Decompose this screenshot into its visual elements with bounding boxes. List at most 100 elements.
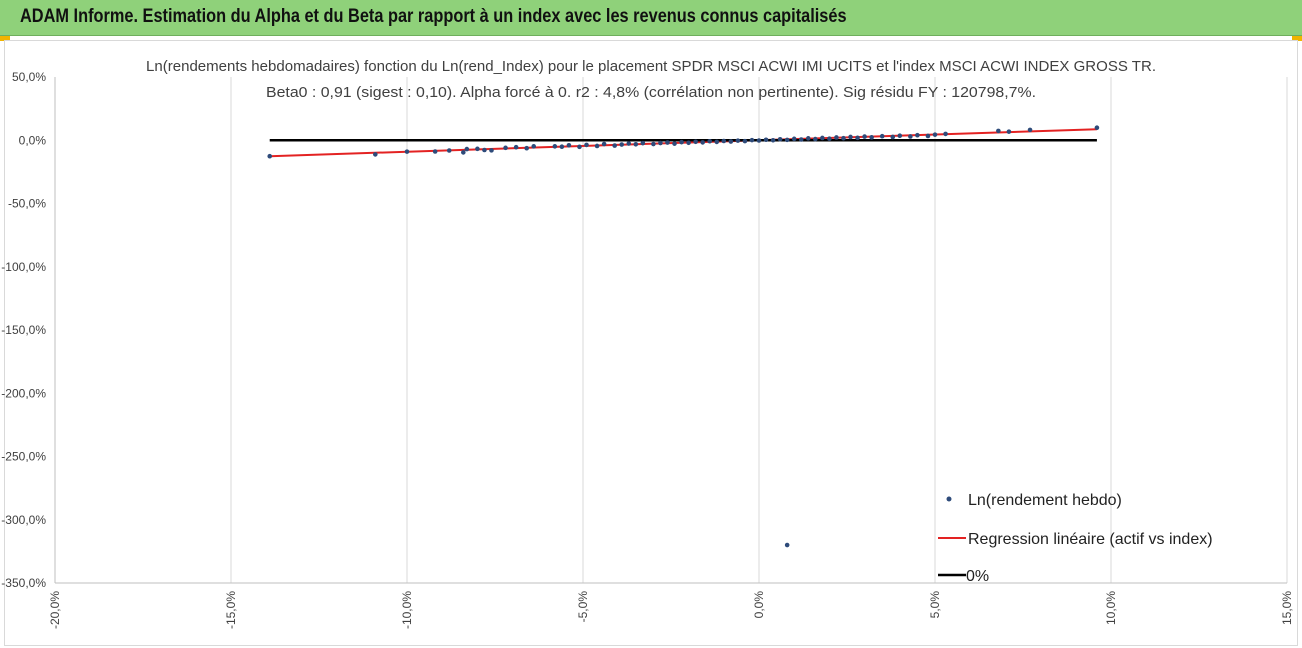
- data-point: [475, 146, 480, 152]
- data-point: [651, 141, 656, 147]
- corner-marker-left: [0, 36, 10, 41]
- data-point: [482, 147, 487, 153]
- data-point: [1006, 129, 1012, 134]
- data-point: [584, 142, 589, 148]
- data-point: [601, 141, 607, 147]
- data-point: [1027, 127, 1033, 133]
- report-title: ADAM Informe. Estimation du Alpha et du …: [20, 6, 847, 27]
- data-points: [267, 125, 1100, 548]
- x-tick-label: -5,0%: [576, 591, 590, 623]
- data-point: [640, 140, 646, 146]
- data-point: [869, 135, 874, 140]
- data-point: [612, 143, 617, 148]
- data-point: [742, 138, 748, 144]
- x-tick-label: 5,0%: [928, 591, 942, 619]
- data-point: [693, 139, 698, 145]
- chart-title: Ln(rendements hebdomadaires) fonction du…: [146, 58, 1156, 75]
- data-point: [531, 144, 537, 149]
- data-point: [686, 140, 691, 146]
- data-point: [855, 135, 860, 141]
- legend-label: 0%: [966, 568, 989, 585]
- y-tick-label: -150,0%: [1, 323, 46, 337]
- data-point: [890, 134, 896, 140]
- data-point: [915, 132, 920, 138]
- x-tick-label: -15,0%: [224, 591, 238, 629]
- y-tick-label: -300,0%: [1, 513, 46, 527]
- data-point: [749, 137, 755, 143]
- gridlines: [230, 77, 1288, 583]
- data-point: [805, 136, 811, 141]
- tick-labels: 50,0% 0,0% -50,0% -100,0% -150,0% -200,0% -250…: [1, 70, 1294, 629]
- corner-marker-right: [1292, 36, 1302, 41]
- report-banner: ADAM Informe. Estimation du Alpha et du …: [0, 0, 1302, 36]
- data-point: [665, 140, 670, 145]
- chart-subtitle: Beta0 : 0,91 (sigest : 0,10). Alpha forc…: [266, 84, 1036, 101]
- data-point: [862, 134, 867, 139]
- data-point: [626, 141, 632, 146]
- x-tick-label: 0,0%: [752, 591, 766, 619]
- data-point: [728, 139, 734, 144]
- data-point: [925, 133, 931, 139]
- y-tick-label: -200,0%: [1, 386, 46, 400]
- data-point: [784, 137, 790, 143]
- x-tick-label: 15,0%: [1280, 591, 1294, 625]
- y-tick-label: -250,0%: [1, 450, 46, 464]
- data-point: [559, 144, 565, 150]
- data-point: [594, 143, 600, 149]
- data-point: [489, 148, 494, 153]
- data-point: [756, 138, 762, 143]
- data-point: [777, 136, 783, 142]
- data-point: [714, 139, 720, 145]
- y-tick-label: -100,0%: [1, 260, 46, 274]
- data-point: [820, 135, 825, 141]
- data-point: [513, 144, 519, 150]
- x-tick-label: -10,0%: [400, 591, 414, 629]
- legend-marker-points: [946, 496, 952, 502]
- data-point: [721, 138, 727, 144]
- data-point: [848, 134, 853, 140]
- data-point: [707, 138, 713, 144]
- data-point: [373, 152, 378, 157]
- data-point: [404, 149, 410, 154]
- y-tick-label: -50,0%: [8, 197, 46, 211]
- data-point: [679, 139, 684, 145]
- data-point: [996, 128, 1001, 134]
- data-point: [834, 135, 839, 140]
- data-point: [577, 144, 582, 150]
- data-point: [908, 134, 913, 139]
- data-point: [552, 144, 558, 149]
- data-point: [619, 142, 625, 147]
- data-point: [432, 149, 438, 154]
- data-point: [897, 133, 903, 138]
- data-point: [700, 140, 705, 145]
- data-point: [879, 133, 885, 139]
- data-point: [464, 146, 470, 152]
- legend: Ln(rendement hebdo) Regression linéaire (…: [938, 492, 1213, 585]
- data-point: [943, 131, 948, 137]
- data-point: [446, 148, 452, 153]
- data-point: [524, 145, 529, 151]
- data-point: [791, 136, 797, 142]
- y-tick-label: -350,0%: [1, 576, 46, 590]
- data-point: [763, 137, 769, 143]
- y-tick-label: 0,0%: [19, 133, 47, 147]
- data-point: [267, 153, 273, 159]
- data-point: [813, 136, 818, 142]
- data-point: [784, 542, 790, 548]
- data-point: [566, 143, 572, 148]
- data-point: [633, 141, 639, 147]
- y-tick-label: 50,0%: [12, 70, 46, 84]
- data-point: [841, 135, 846, 141]
- data-point: [798, 137, 804, 142]
- legend-label: Ln(rendement hebdo): [968, 492, 1122, 509]
- x-tick-label: 10,0%: [1104, 591, 1118, 625]
- data-point: [1094, 125, 1100, 131]
- data-point: [672, 141, 677, 146]
- data-point: [461, 150, 466, 155]
- axes: [54, 77, 1287, 584]
- data-point: [658, 140, 663, 146]
- legend-label: Regression linéaire (actif vs index): [968, 531, 1213, 548]
- data-point: [503, 145, 508, 151]
- data-point: [827, 136, 832, 142]
